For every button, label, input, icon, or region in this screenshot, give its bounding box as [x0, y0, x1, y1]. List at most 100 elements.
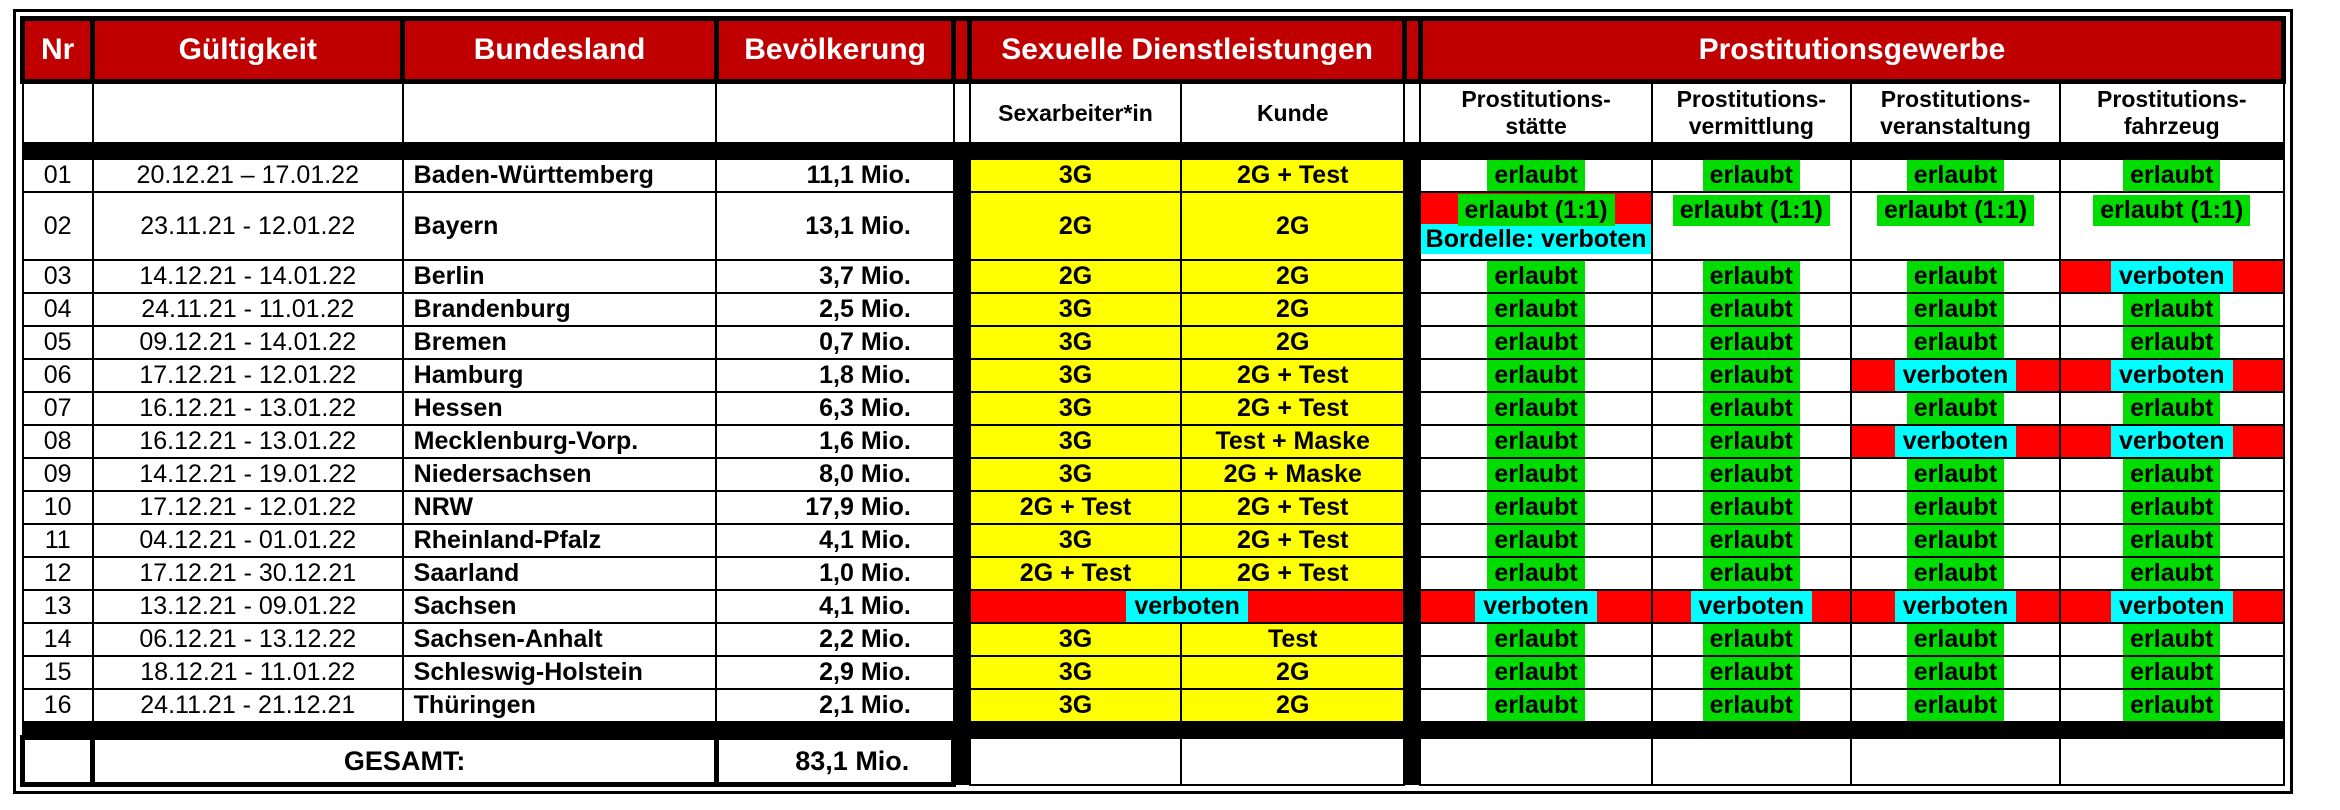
row-number: 13	[21, 589, 94, 624]
block-separator	[1404, 458, 1421, 491]
staette-status: verboten	[1419, 589, 1653, 624]
customer-rule: 2G	[1180, 292, 1406, 327]
sexworker-rule: 3G	[968, 457, 1183, 492]
row-number: 10	[21, 490, 94, 525]
table-row: 05 09.12.21 - 14.01.22 Bremen 0,7 Mio. 3G 2G e…	[21, 325, 2285, 360]
block-separator	[953, 557, 970, 590]
vermittlung-status: erlaubt	[1650, 391, 1852, 426]
block-separator	[1404, 81, 1421, 146]
vermittlung-status: erlaubt	[1650, 655, 1852, 690]
col-header-bundesland: Bundesland	[400, 16, 719, 84]
allowed-highlight: erlaubt	[2123, 657, 2221, 688]
block-separator	[1404, 557, 1421, 590]
fahrzeug-status: verboten	[2059, 358, 2285, 393]
staette-status: erlaubt	[1419, 391, 1653, 426]
fahrzeug-status: erlaubt	[2059, 655, 2285, 690]
state-name: Rheinland-Pfalz	[401, 523, 718, 558]
allowed-highlight: erlaubt	[1487, 160, 1585, 191]
allowed-highlight: erlaubt	[1702, 360, 1800, 391]
allowed-highlight: erlaubt	[1702, 261, 1800, 292]
block-separator	[1404, 656, 1421, 689]
customer-rule: 2G + Test	[1180, 556, 1406, 591]
forbidden-highlight: verboten	[1894, 591, 2017, 622]
staette-status: erlaubt	[1419, 259, 1653, 294]
sexworker-rule: 3G	[968, 523, 1183, 558]
allowed-highlight: erlaubt	[1487, 657, 1585, 688]
row-number: 05	[21, 325, 94, 360]
allowed-highlight: erlaubt	[1702, 459, 1800, 490]
subheader-line: Prostitutions-	[2097, 86, 2247, 112]
staette-status: erlaubt	[1419, 158, 1653, 193]
main-header-row: Nr Gültigkeit Bundesland Bevölkerung Sex…	[19, 16, 2287, 84]
validity-period: 24.11.21 - 21.12.21	[91, 688, 404, 723]
state-name: Thüringen	[401, 688, 718, 723]
allowed-highlight: erlaubt	[1906, 657, 2005, 688]
sexworker-rule: 3G	[968, 622, 1183, 657]
col-header-bevoelkerung: Bevölkerung	[713, 16, 957, 84]
population: 0,7 Mio.	[715, 325, 955, 360]
allowed-highlight: erlaubt	[1702, 657, 1800, 688]
staette-status: erlaubt	[1419, 292, 1653, 327]
fahrzeug-status: erlaubt	[2059, 688, 2285, 723]
customer-rule: Test	[1180, 622, 1406, 657]
allowed-highlight: erlaubt	[1487, 492, 1585, 523]
validity-period: 16.12.21 - 13.01.22	[91, 391, 404, 426]
validity-period: 14.12.21 - 19.01.22	[91, 457, 404, 492]
staette-status: erlaubt	[1419, 556, 1653, 591]
allowed-highlight: erlaubt	[1487, 624, 1585, 655]
allowed-highlight: erlaubt	[1702, 393, 1800, 424]
staette-status: erlaubt (1:1) Bordelle: verboten	[1419, 191, 1653, 261]
block-separator	[1404, 359, 1421, 392]
allowed-highlight: erlaubt	[1702, 294, 1800, 325]
fahrzeug-status: erlaubt (1:1)	[2059, 191, 2285, 261]
vermittlung-status: erlaubt	[1650, 292, 1852, 327]
row-number: 01	[21, 158, 94, 193]
block-separator	[1404, 524, 1421, 557]
population: 2,9 Mio.	[715, 655, 955, 690]
population: 17,9 Mio.	[715, 490, 955, 525]
subheader-empty	[21, 80, 94, 146]
veranstaltung-status: verboten	[1849, 424, 2062, 459]
validity-period: 16.12.21 - 13.01.22	[91, 424, 404, 459]
block-separator	[953, 491, 970, 524]
forbidden-highlight: verboten	[2110, 426, 2233, 457]
validity-period: 14.12.21 - 14.01.22	[91, 259, 404, 294]
row-number: 14	[21, 622, 94, 657]
customer-rule: 2G + Test	[1180, 158, 1406, 193]
subheader-line: Prostitutions-	[1880, 86, 2031, 112]
subheader-kunde: Kunde	[1180, 80, 1406, 146]
customer-rule: 2G + Test	[1180, 391, 1406, 426]
table-row: 07 16.12.21 - 13.01.22 Hessen 6,3 Mio. 3G 2G …	[21, 391, 2285, 426]
row-number: 07	[21, 391, 94, 426]
table-row: 04 24.11.21 - 11.01.22 Brandenburg 2,5 Mio.…	[21, 292, 2285, 327]
row-number: 15	[21, 655, 94, 690]
customer-rule: 2G + Test	[1180, 358, 1406, 393]
population: 4,1 Mio.	[715, 523, 955, 558]
total-empty-cell	[1180, 736, 1406, 786]
customer-rule: 2G	[1180, 325, 1406, 360]
allowed-highlight: erlaubt (1:1)	[1672, 195, 1830, 226]
customer-rule: 2G	[1180, 688, 1406, 723]
sub-header-row: Sexarbeiter*in Kunde Prostitutions-stätt…	[21, 80, 2285, 146]
subheader-staette: Prostitutions-stätte	[1419, 80, 1653, 146]
allowed-highlight: erlaubt	[1487, 690, 1585, 721]
vermittlung-status: erlaubt	[1650, 490, 1852, 525]
sexworker-rule: verboten	[968, 589, 1406, 624]
sexworker-rule: 3G	[968, 655, 1183, 690]
fahrzeug-status: verboten	[2059, 589, 2285, 624]
population: 2,2 Mio.	[715, 622, 955, 657]
staette-status: erlaubt	[1419, 688, 1653, 723]
population: 8,0 Mio.	[715, 457, 955, 492]
allowed-highlight: erlaubt	[2123, 160, 2221, 191]
vermittlung-status: erlaubt (1:1)	[1650, 191, 1852, 261]
allowed-highlight: erlaubt	[1906, 393, 2005, 424]
allowed-highlight: erlaubt	[1906, 558, 2005, 589]
vermittlung-status: verboten	[1650, 589, 1852, 624]
staette-status: erlaubt	[1419, 424, 1653, 459]
validity-period: 04.12.21 - 01.01.22	[91, 523, 404, 558]
sexworker-rule: 3G	[968, 292, 1183, 327]
forbidden-highlight: verboten	[1690, 591, 1813, 622]
block-separator	[1404, 326, 1421, 359]
fahrzeug-status: erlaubt	[2059, 391, 2285, 426]
fahrzeug-status: erlaubt	[2059, 622, 2285, 657]
